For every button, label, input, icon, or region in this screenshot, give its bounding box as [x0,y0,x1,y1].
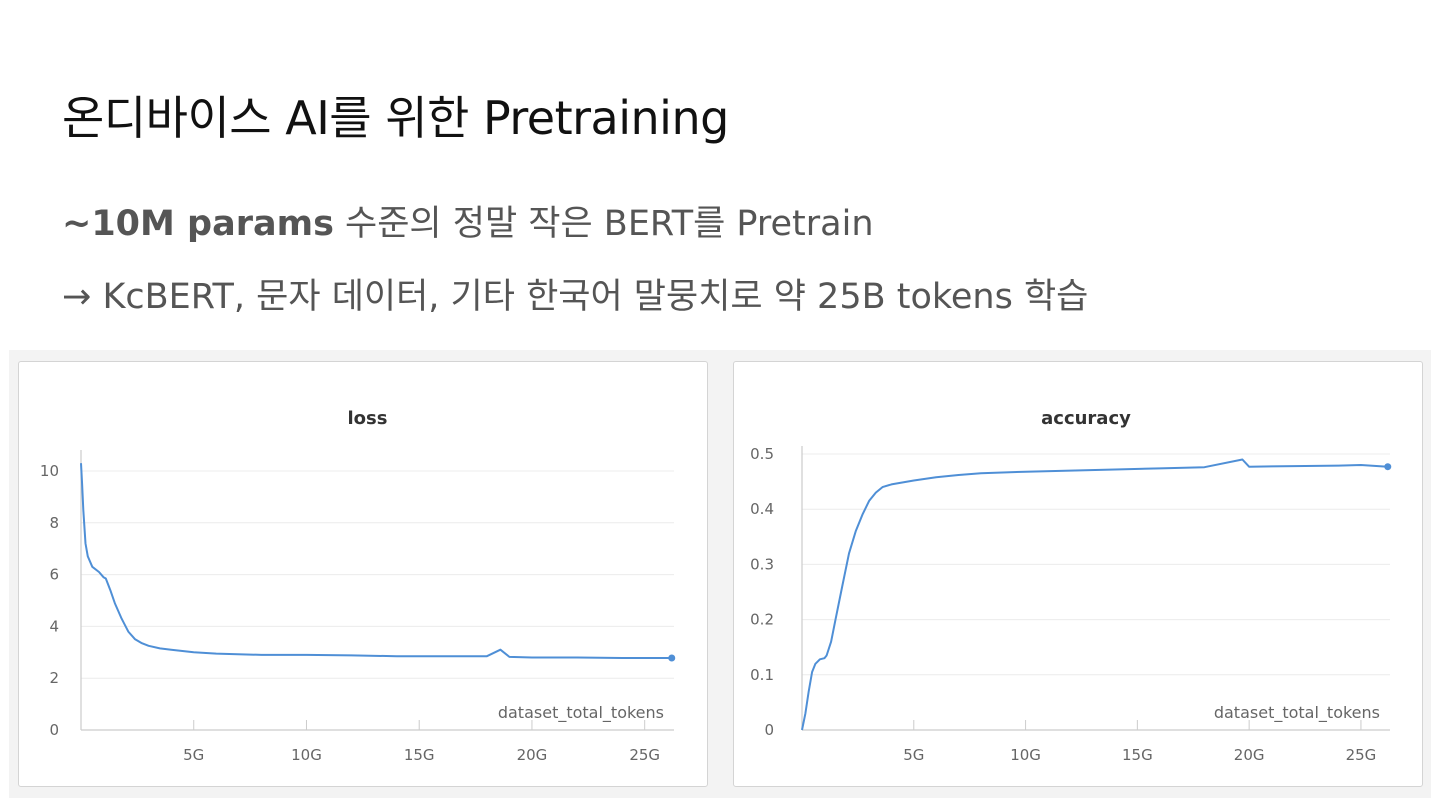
loss-series-end-point [668,654,676,662]
bullet-1-text: 수준의 정말 작은 BERT를 Pretrain [333,204,874,244]
loss-y-tick-label: 8 [49,514,59,532]
accuracy-x-axis-label: dataset_total_tokens [1214,703,1380,723]
loss-x-tick-label: 25G [629,746,660,764]
accuracy-series-line [801,458,1388,731]
loss-x-axis-label: dataset_total_tokens [498,703,664,723]
accuracy-y-tick-label: 0.2 [750,611,774,629]
accuracy-chart: accuracy 0 0.1 0.2 0.3 0.4 0.5 5G 10G 15G 20G 25G da… [750,408,1392,764]
loss-chart-card: loss 0 2 4 6 8 10 5G 10G 15G 20G 25G dataset_total_t… [18,361,708,787]
loss-y-tick-label: 0 [49,721,59,739]
accuracy-x-tick-label: 15G [1122,746,1153,764]
loss-chart-title: loss [348,408,388,429]
loss-x-tick-label: 5G [183,746,204,764]
slide-bullet-1: ~10M params 수준의 정말 작은 BERT를 Pretrain [62,195,874,246]
accuracy-x-tick-label: 20G [1234,746,1265,764]
loss-y-tick-label: 6 [49,566,59,584]
accuracy-y-tick-label: 0.5 [750,445,774,463]
loss-chart: loss 0 2 4 6 8 10 5G 10G 15G 20G 25G dataset_total_t… [40,408,676,764]
loss-x-tick-label: 20G [517,746,548,764]
loss-y-tick-label: 4 [49,617,59,635]
slide-bullet-2: → KcBERT, 문자 데이터, 기타 한국어 말뭉치로 약 25B toke… [62,277,1089,317]
accuracy-series-end-point [1384,463,1392,471]
accuracy-y-tick-label: 0.3 [750,555,774,573]
slide-title: 온디바이스 AI를 위한 Pretraining [62,91,729,145]
loss-x-tick-label: 15G [404,746,435,764]
accuracy-chart-card: accuracy 0 0.1 0.2 0.3 0.4 0.5 5G 10G 15G 20G 25G da… [733,361,1423,787]
loss-series-line [80,463,672,659]
accuracy-x-tick-label: 25G [1346,746,1377,764]
accuracy-x-tick-label: 10G [1010,746,1041,764]
accuracy-y-tick-label: 0 [764,721,774,739]
loss-y-tick-label: 2 [49,669,59,687]
params-highlight: ~10M params [62,204,334,244]
accuracy-y-tick-label: 0.4 [750,500,774,518]
accuracy-chart-title: accuracy [1041,408,1131,429]
accuracy-x-tick-label: 5G [903,746,924,764]
accuracy-y-tick-label: 0.1 [750,666,774,684]
loss-y-tick-label: 10 [40,462,59,480]
loss-x-tick-label: 10G [291,746,322,764]
